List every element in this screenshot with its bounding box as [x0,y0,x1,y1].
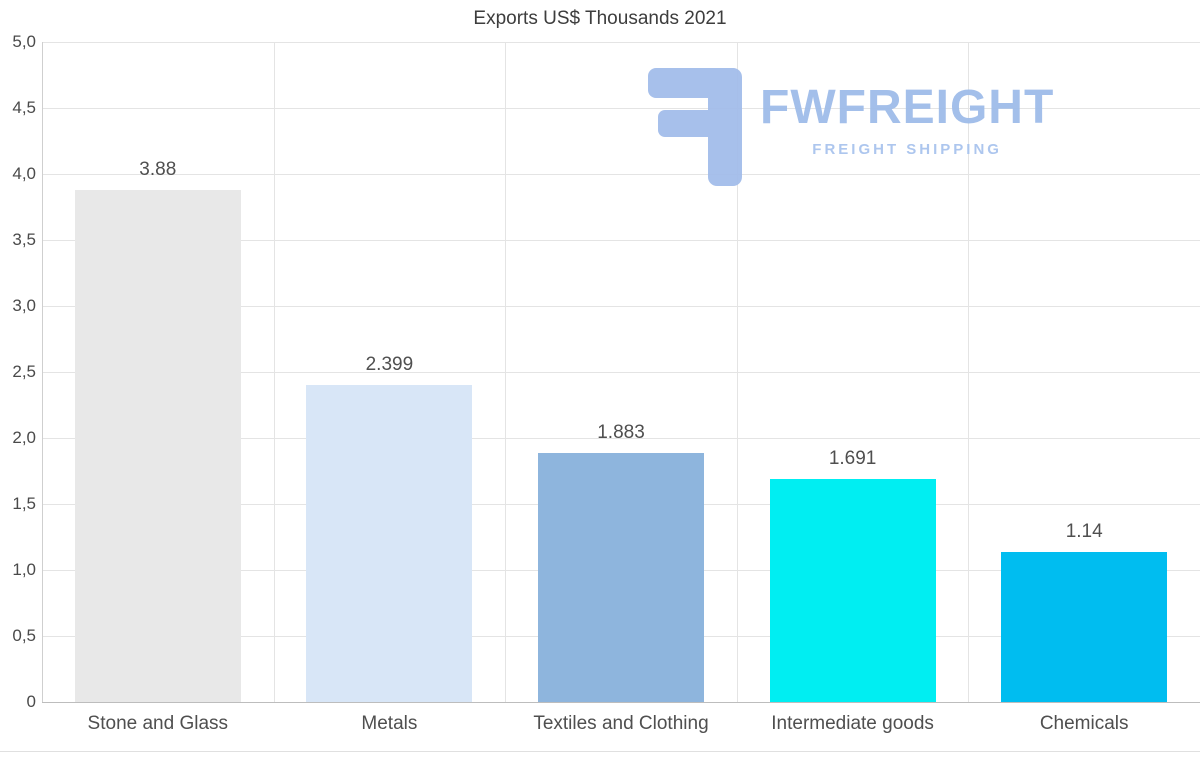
y-axis-line [42,42,43,702]
bar-value-label: 1.691 [828,447,877,469]
y-axis-tick-label: 1,5 [12,494,36,513]
y-axis-tick-label: 0 [26,692,36,711]
bar-chemicals [1001,551,1168,702]
v-gridline [736,42,738,702]
h-gridline [42,174,1200,175]
x-axis-label-chemicals: Chemicals [1039,713,1129,734]
brand-watermark: FWFREIGHT FREIGHT SHIPPING [648,68,1054,186]
x-axis-label-stone-and-glass: Stone and Glass [87,713,229,734]
brand-tagline: FREIGHT SHIPPING [812,141,1002,158]
bar-metals [306,385,473,702]
h-gridline [42,42,1200,43]
v-gridline [505,42,507,702]
x-axis-label-textiles-and-clothing: Textiles and Clothing [533,713,709,734]
brand-text-block: FWFREIGHT FREIGHT SHIPPING [760,68,1055,159]
y-axis-tick-label: 1,0 [12,560,36,579]
h-gridline [42,372,1200,373]
h-gridline [42,306,1200,307]
bar-textiles-and-clothing [538,453,704,702]
v-gridline [273,42,275,702]
h-gridline [42,438,1200,439]
bar-intermediate-goods [769,478,936,702]
y-axis-tick-label: 0,5 [12,626,36,645]
bar-value-label: 2.399 [365,354,414,376]
bottom-border [0,751,1200,752]
x-axis-line [42,702,1200,703]
y-axis-tick-label: 2,0 [12,428,36,447]
fwfreight-logo-icon [648,68,742,186]
bar-value-label: 3.88 [139,158,177,180]
y-axis-tick-label: 5,0 [12,32,36,51]
bar-stone-and-glass [74,189,241,702]
y-axis-tick-label: 4,5 [12,98,36,117]
y-axis-tick-label: 2,5 [12,362,36,381]
y-axis-tick-label: 3,0 [12,296,36,315]
x-axis-label-metals: Metals [361,713,418,734]
bar-value-label: 1.883 [597,422,645,444]
v-gridline [968,42,970,702]
y-axis-tick-label: 3,5 [12,230,36,249]
x-axis-label-intermediate-goods: Intermediate goods [771,713,934,734]
chart-title: Exports US$ Thousands 2021 [473,8,727,29]
h-gridline [42,240,1200,241]
y-axis-tick-label: 4,0 [12,164,36,183]
brand-name: FWFREIGHT [760,81,1055,134]
h-gridline [42,108,1200,109]
bar-value-label: 1.14 [1065,520,1103,542]
